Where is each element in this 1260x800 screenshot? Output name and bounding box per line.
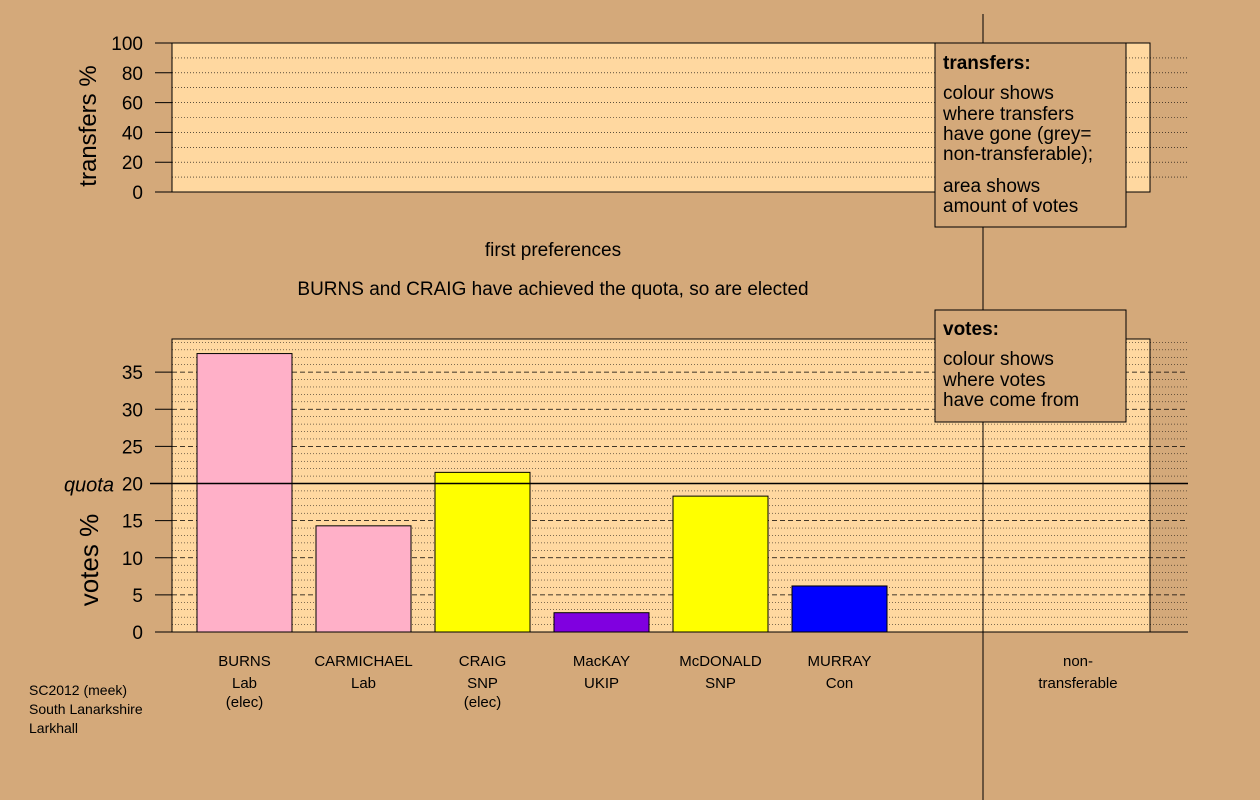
votes-tick-label: 30 <box>122 400 143 421</box>
votes-axis-label: votes % <box>74 514 104 607</box>
candidate-name: CRAIG <box>459 653 507 670</box>
nontransferable-label-2: transferable <box>1038 675 1117 692</box>
transfers-legend-line: non-transferable); <box>943 144 1093 165</box>
votes-legend-line: colour shows <box>943 349 1054 370</box>
transfers-tick-label: 0 <box>132 183 143 204</box>
footer-line: Larkhall <box>29 720 78 736</box>
stage-label: first preferences <box>485 240 621 261</box>
votes-legend-box <box>934 309 1127 423</box>
candidate-party: Lab <box>351 675 376 692</box>
votes-tick-label: 15 <box>122 512 143 533</box>
votes-tick-label: 25 <box>122 437 143 458</box>
candidate-party: SNP <box>467 675 498 692</box>
candidate-name: CARMICHAEL <box>314 653 412 670</box>
nontransferable-label-1: non- <box>1063 653 1093 670</box>
transfers-tick-label: 80 <box>122 64 143 85</box>
candidate-name: McDONALD <box>679 653 762 670</box>
transfers-axis: 0 20 40 60 80 100 <box>111 34 172 204</box>
transfers-legend-line: amount of votes <box>943 196 1078 217</box>
candidate-status: (elec) <box>226 694 264 711</box>
transfers-tick-label: 20 <box>122 153 143 174</box>
votes-legend-line: where votes <box>942 370 1045 391</box>
votes-tick-label: 10 <box>122 549 143 570</box>
candidate-name: MURRAY <box>808 653 872 670</box>
bar-murray <box>791 585 888 633</box>
votes-legend-title: votes: <box>943 319 999 340</box>
footer-line: South Lanarkshire <box>29 701 143 717</box>
status-text: BURNS and CRAIG have achieved the quota,… <box>297 279 808 300</box>
bar-carmichael <box>315 525 412 633</box>
candidate-party: Con <box>826 675 854 692</box>
candidate-labels: BURNS Lab (elec) CARMICHAEL Lab CRAIG SNP (elec… <box>218 653 871 711</box>
candidate-party: UKIP <box>584 675 619 692</box>
vote-bars <box>196 353 888 633</box>
bar-craig <box>434 471 531 633</box>
votes-legend-line: have come from <box>943 390 1079 411</box>
bar-mcdonald <box>672 495 769 633</box>
transfers-legend-line: area shows <box>943 176 1040 197</box>
votes-tick-label: 20 <box>122 475 143 496</box>
candidate-status: (elec) <box>464 694 502 711</box>
transfers-tick-label: 100 <box>111 34 143 55</box>
transfers-legend-line: where transfers <box>942 104 1074 125</box>
candidate-name: MacKAY <box>573 653 630 670</box>
transfers-legend-title: transfers: <box>943 53 1031 74</box>
transfers-legend-line: have gone (grey= <box>943 124 1091 145</box>
bar-mackay <box>553 612 650 633</box>
votes-tick-label: 0 <box>132 623 143 644</box>
transfers-legend-line: colour shows <box>943 83 1054 104</box>
votes-tick-label: 35 <box>122 363 143 384</box>
bar-burns <box>196 353 293 633</box>
votes-tick-label: 5 <box>132 586 143 607</box>
transfers-legend-box <box>934 42 1127 228</box>
candidate-name: BURNS <box>218 653 271 670</box>
candidate-party: Lab <box>232 675 257 692</box>
transfers-axis-label: transfers % <box>75 65 102 186</box>
quota-label: quota <box>64 475 114 497</box>
footer-line: SC2012 (meek) <box>29 682 127 698</box>
transfers-tick-label: 40 <box>122 123 143 144</box>
candidate-party: SNP <box>705 675 736 692</box>
transfers-tick-label: 60 <box>122 94 143 115</box>
